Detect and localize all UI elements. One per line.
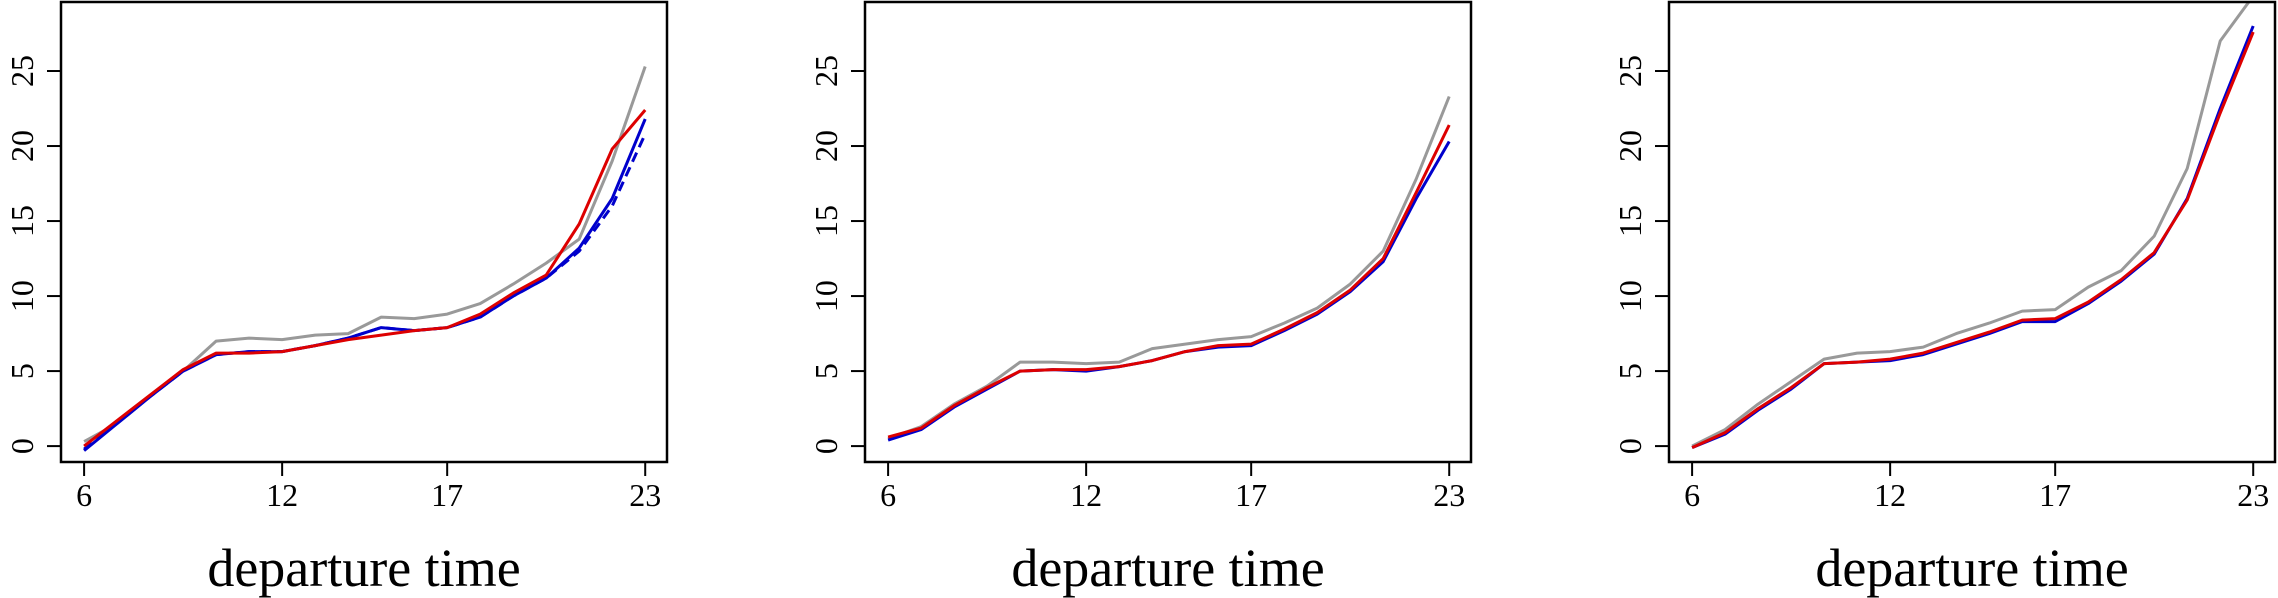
x-tick-label: 12	[266, 477, 298, 513]
x-tick-label: 17	[431, 477, 463, 513]
y-tick-label: 5	[4, 363, 40, 379]
y-tick-label: 15	[808, 205, 844, 237]
series-line	[887, 95, 1451, 441]
y-tick-label: 15	[4, 205, 40, 237]
plot-frame	[1667, 0, 2277, 464]
x-tick-label: 6	[76, 477, 92, 513]
y-tick-label: 5	[808, 363, 844, 379]
series-line	[1691, 31, 2255, 449]
x-tick-label: 6	[1684, 477, 1700, 513]
y-tick-label: 20	[4, 130, 40, 162]
lines	[83, 66, 647, 452]
plot-frame	[59, 0, 669, 464]
panel: 6 12 17 23 0 5 10 15 20 25 departure time	[1612, 0, 2277, 598]
x-tick-label: 23	[1433, 477, 1465, 513]
plot-frame	[863, 0, 1473, 464]
x-axis-label: departure time	[1815, 538, 2128, 598]
y-tick-label: 25	[808, 55, 844, 87]
lines	[1691, 2, 2255, 449]
x-tick-label: 17	[2039, 477, 2071, 513]
y-tick-label: 10	[1612, 280, 1648, 312]
x-axis-label: departure time	[207, 538, 520, 598]
panel: 6 12 17 23 0 5 10 15 20 25 departure time	[4, 0, 669, 598]
lines	[887, 95, 1451, 442]
series-line	[83, 109, 647, 448]
y-tick-label: 5	[1612, 363, 1648, 379]
x-tick-label: 12	[1070, 477, 1102, 513]
x-tick-label: 17	[1235, 477, 1267, 513]
x-axis-label: departure time	[1011, 538, 1324, 598]
x-tick-label: 23	[2237, 477, 2269, 513]
y-tick-label: 0	[1612, 438, 1648, 454]
y-tick-label: 25	[4, 55, 40, 87]
y-tick-label: 25	[1612, 55, 1648, 87]
series-line	[83, 133, 647, 451]
x-tick-label: 12	[1874, 477, 1906, 513]
x-tick-label: 23	[629, 477, 661, 513]
y-tick-label: 0	[4, 438, 40, 454]
series-line	[1691, 2, 2251, 448]
series-line	[83, 118, 647, 452]
y-tick-label: 0	[808, 438, 844, 454]
y-tick-label: 20	[808, 130, 844, 162]
x-tick-label: 6	[880, 477, 896, 513]
series-line	[1691, 25, 2255, 449]
y-tick-label: 15	[1612, 205, 1648, 237]
y-tick-label: 10	[4, 280, 40, 312]
series-line	[887, 124, 1451, 439]
panel: 6 12 17 23 0 5 10 15 20 25 departure time	[808, 0, 1473, 598]
y-tick-label: 10	[808, 280, 844, 312]
y-tick-label: 20	[1612, 130, 1648, 162]
